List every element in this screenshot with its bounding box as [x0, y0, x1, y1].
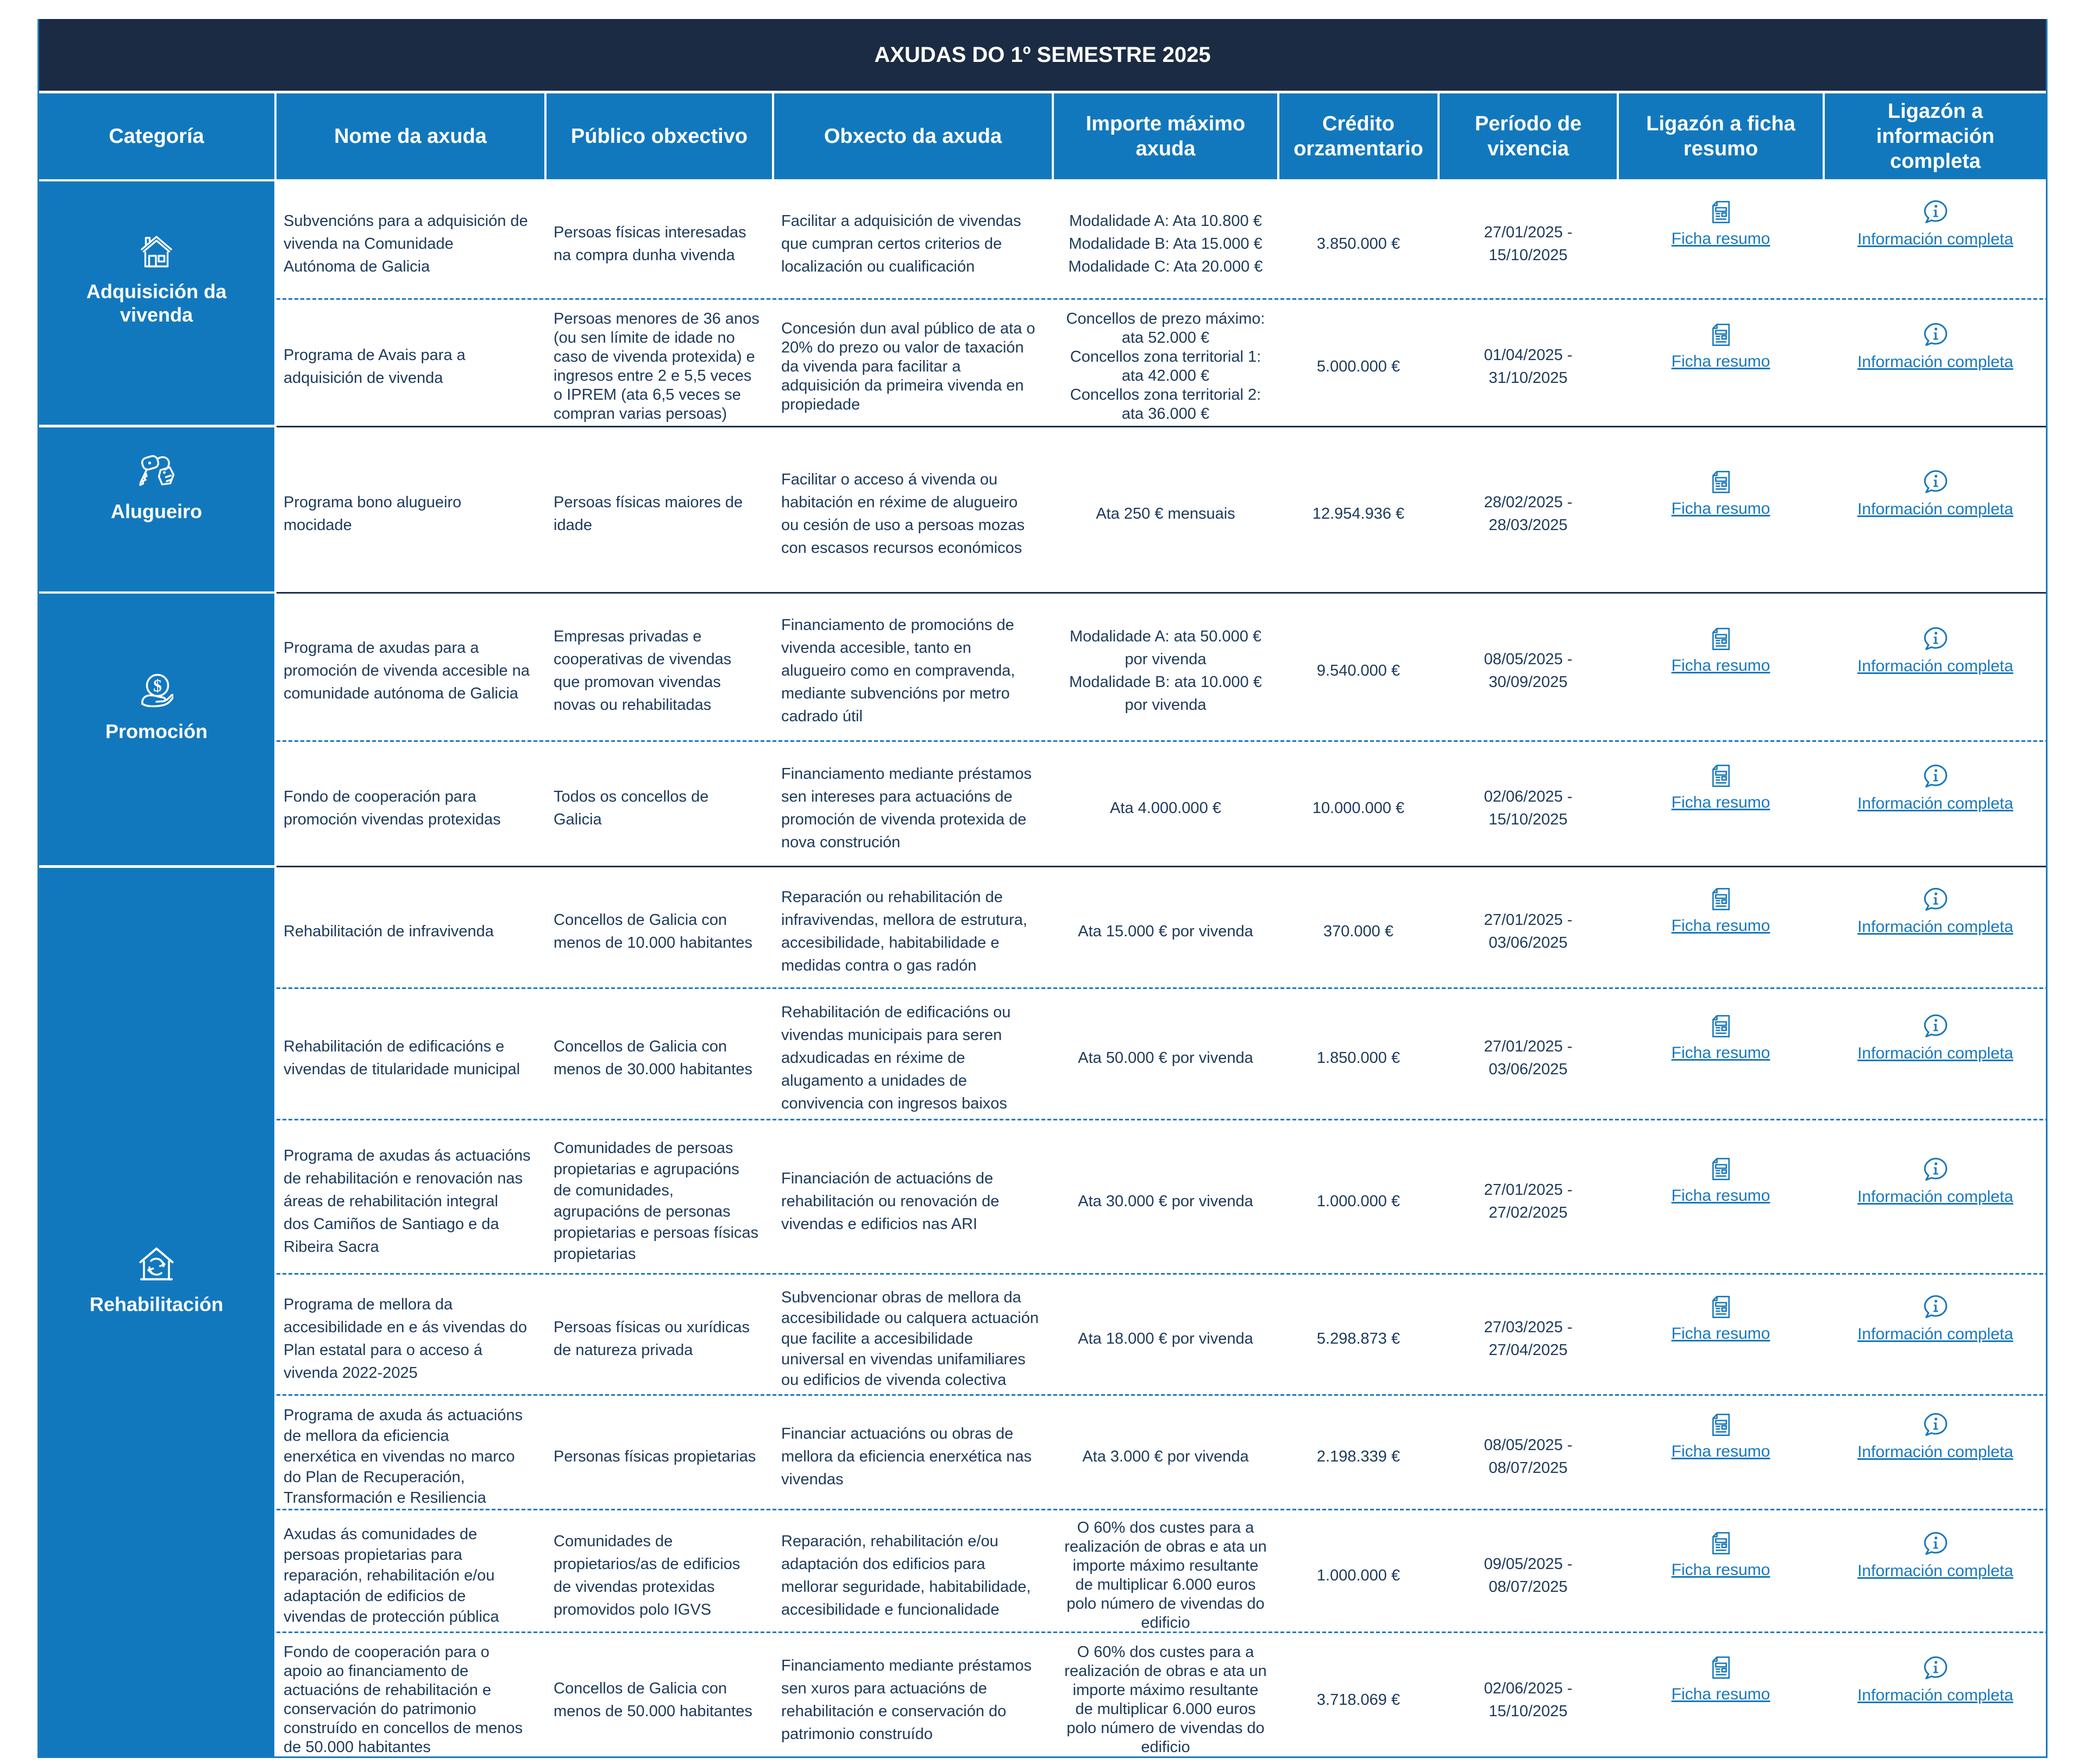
svg-text:$: $	[153, 676, 162, 695]
